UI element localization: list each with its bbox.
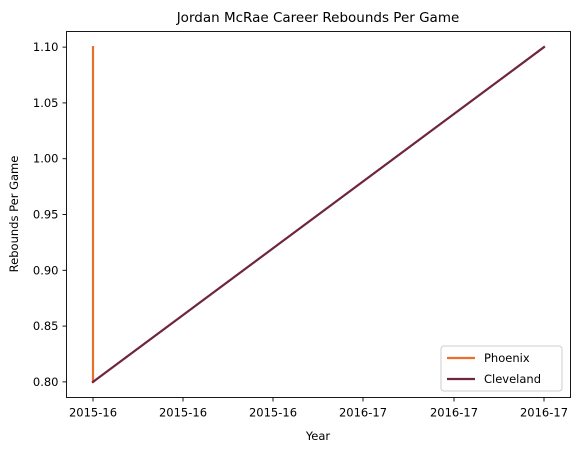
legend: Phoenix Cleveland xyxy=(440,345,563,392)
x-tick-label: 2016-17 xyxy=(339,406,387,420)
y-tick-label: 0.85 xyxy=(33,319,59,333)
y-tick-label: 0.90 xyxy=(33,263,59,277)
y-tick-label: 0.80 xyxy=(33,375,59,389)
x-tick-label: 2015-16 xyxy=(159,406,207,420)
y-tick-label: 1.10 xyxy=(33,40,59,54)
x-tick-label: 2016-17 xyxy=(520,406,568,420)
y-tick-label: 0.95 xyxy=(33,208,59,222)
legend-label-phoenix: Phoenix xyxy=(484,351,530,365)
x-tick-label: 2015-16 xyxy=(249,406,297,420)
x-tick-label: 2016-17 xyxy=(430,406,478,420)
y-axis: 0.80 0.85 0.90 0.95 1.00 1.05 1.10 xyxy=(33,40,67,389)
x-axis-label: Year xyxy=(305,429,331,443)
x-tick-label: 2015-16 xyxy=(69,406,117,420)
y-tick-label: 1.00 xyxy=(33,152,59,166)
series-line-cleveland xyxy=(91,45,546,384)
plot-lines xyxy=(91,45,546,384)
legend-label-cleveland: Cleveland xyxy=(484,372,541,386)
y-axis-label: Rebounds Per Game xyxy=(7,156,21,273)
chart-title: Jordan McRae Career Rebounds Per Game xyxy=(176,10,460,26)
x-axis: 2015-16 2015-16 2015-16 2016-17 2016-17 2016-… xyxy=(69,397,568,420)
y-tick-label: 1.05 xyxy=(33,96,59,110)
